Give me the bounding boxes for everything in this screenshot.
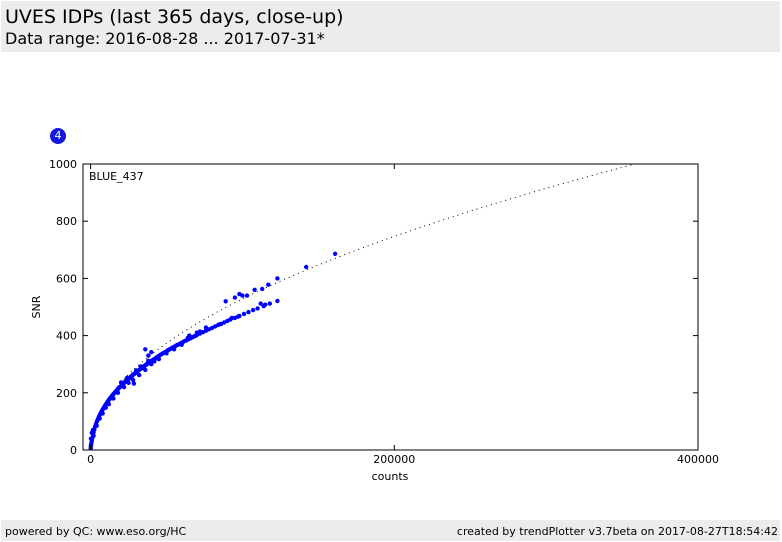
- y-tick-label: 0: [70, 444, 77, 457]
- data-point: [179, 342, 184, 347]
- x-axis-label: counts: [372, 470, 409, 483]
- axes-layer: 0 200000 400000 0 200 400 600 800 1000: [49, 158, 719, 466]
- data-point: [152, 359, 157, 364]
- data-point: [111, 396, 116, 401]
- panel-label: BLUE_437: [89, 170, 144, 183]
- data-point: [133, 368, 139, 373]
- data-point: [246, 309, 251, 315]
- data-point: [106, 402, 112, 407]
- data-points-layer: [88, 251, 338, 450]
- data-point: [94, 423, 99, 428]
- data-point: [115, 390, 121, 395]
- y-axis-label: SNR: [30, 295, 43, 318]
- x-tick-label: 0: [87, 453, 94, 466]
- data-point: [250, 307, 256, 313]
- header-bar: UVES IDPs (last 365 days, close-up) Data…: [1, 1, 780, 52]
- data-point: [229, 315, 234, 321]
- y-tick-label: 800: [56, 215, 77, 228]
- data-point: [266, 282, 271, 287]
- footer-created-by: created by trendPlotter v3.7beta on 2017…: [456, 525, 778, 538]
- data-point: [121, 384, 127, 390]
- data-point: [232, 295, 238, 300]
- fit-curve: [90, 164, 638, 450]
- data-point: [164, 351, 169, 356]
- data-point: [143, 367, 148, 373]
- data-point: [138, 364, 143, 369]
- data-point: [240, 293, 245, 298]
- x-tick-label: 400000: [677, 453, 719, 466]
- data-point: [143, 347, 148, 352]
- fit-curve-layer: [90, 164, 638, 450]
- y-tick-label: 600: [56, 272, 77, 285]
- data-point: [131, 381, 137, 386]
- data-point: [275, 276, 280, 281]
- footer-powered-by: powered by QC: www.eso.org/HC: [5, 525, 187, 538]
- data-point: [103, 405, 109, 410]
- data-point: [304, 264, 309, 270]
- data-point: [235, 314, 241, 319]
- data-point: [260, 286, 265, 292]
- data-point: [171, 347, 177, 352]
- data-point: [137, 372, 142, 378]
- data-point: [258, 301, 263, 306]
- data-point: [156, 356, 162, 362]
- data-point: [130, 377, 136, 383]
- data-point: [149, 362, 154, 367]
- data-point: [100, 411, 105, 416]
- data-point: [88, 436, 94, 441]
- data-point: [124, 375, 130, 381]
- data-point: [244, 293, 250, 298]
- data-point: [118, 380, 124, 385]
- data-point: [217, 322, 222, 327]
- data-point: [146, 358, 151, 363]
- data-point: [267, 301, 272, 306]
- plot-number-badge: 4: [50, 128, 66, 144]
- y-tick-label: 200: [56, 387, 77, 400]
- data-point: [241, 311, 247, 317]
- data-point: [223, 299, 228, 304]
- data-point: [146, 353, 151, 358]
- data-point: [252, 287, 257, 292]
- y-tick-label: 1000: [49, 158, 77, 171]
- data-point: [263, 302, 268, 307]
- footer-bar: powered by QC: www.eso.org/HC created by…: [1, 520, 780, 541]
- page-title: UVES IDPs (last 365 days, close-up): [5, 6, 344, 28]
- data-point: [203, 325, 209, 330]
- data-range-subtitle: Data range: 2016-08-28 ... 2017-07-31*: [5, 29, 325, 48]
- data-point: [97, 416, 102, 421]
- data-point: [332, 251, 338, 256]
- plot-frame: [82, 163, 699, 451]
- x-tick-label: 200000: [373, 453, 415, 466]
- data-point: [187, 333, 192, 338]
- y-tick-label: 400: [56, 330, 77, 343]
- data-point: [275, 298, 280, 304]
- data-point: [126, 380, 131, 385]
- data-point: [197, 329, 203, 334]
- data-point: [149, 350, 154, 355]
- data-point: [255, 306, 260, 311]
- data-point: [90, 427, 96, 433]
